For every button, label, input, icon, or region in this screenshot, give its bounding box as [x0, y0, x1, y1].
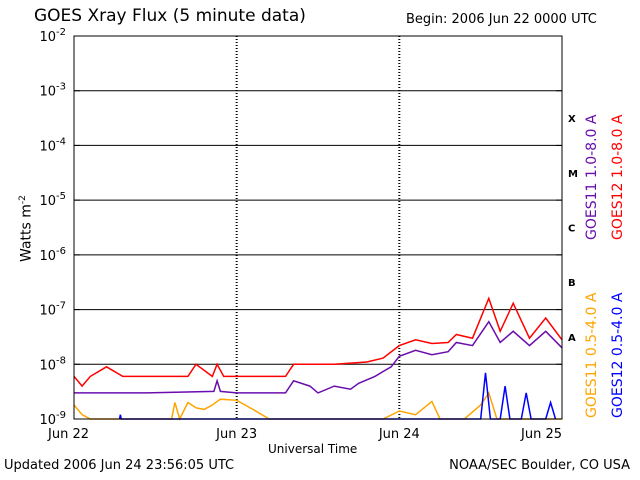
y-tick-label: 10-2	[39, 27, 66, 45]
y-tick-exponent: -5	[56, 191, 66, 202]
y-tick-base: 10	[39, 139, 56, 154]
legend-goes12-short: GOES12 0.5-4.0 A	[610, 293, 626, 418]
y-tick-exponent: -6	[56, 246, 66, 257]
flare-class-label: B	[568, 278, 576, 289]
y-tick-base: 10	[39, 30, 56, 45]
legend-goes12-short-text: GOES12 0.5-4.0 A	[610, 292, 626, 418]
chart-title: GOES Xray Flux (5 minute data)	[34, 6, 306, 26]
y-tick-base: 10	[39, 358, 56, 373]
y-tick-label: 10-3	[39, 82, 66, 100]
y-axis-label-exponent: -2	[18, 195, 28, 205]
y-tick-label: 10-4	[39, 136, 66, 154]
series-line	[73, 391, 562, 422]
flare-class-label: X	[568, 114, 576, 125]
x-tick-label: Jun 22	[47, 427, 89, 442]
x-axis-ticks: Jun 22 Jun 23 Jun 24 Jun 25	[47, 427, 562, 442]
x-tick-label: Jun 23	[215, 427, 257, 442]
updated-timestamp: Updated 2006 Jun 24 23:56:05 UTC	[4, 458, 235, 473]
legend-goes11-short-text: GOES11 0.5-4.0 A	[584, 292, 600, 418]
y-tick-base: 10	[39, 194, 56, 209]
plot-frame	[73, 35, 563, 420]
y-tick-label: 10-6	[39, 246, 66, 264]
y-tick-exponent: -4	[56, 136, 66, 147]
x-tick-label: Jun 25	[520, 427, 562, 442]
legend-goes12-long: GOES12 1.0-8.0 A	[610, 115, 626, 240]
flare-class-labels: A B C M X	[568, 114, 578, 344]
y-tick-label: 10-5	[39, 191, 66, 209]
y-tick-exponent: -7	[56, 301, 66, 312]
x-axis-label: Universal Time	[268, 442, 358, 456]
chart-grid	[74, 36, 562, 419]
flare-class-label: M	[568, 169, 578, 180]
y-tick-exponent: -3	[56, 82, 66, 93]
legend-goes12-long-text: GOES12 1.0-8.0 A	[610, 114, 626, 240]
flare-class-label: C	[568, 224, 575, 235]
y-tick-label: 10-8	[39, 355, 66, 373]
y-axis-label-text: Watts m	[18, 204, 35, 262]
x-tick-label: Jun 24	[378, 427, 420, 442]
chart-series	[73, 296, 563, 422]
series-line	[74, 320, 563, 394]
legend-goes11-short: GOES11 0.5-4.0 A	[584, 293, 600, 418]
y-tick-exponent: -8	[56, 355, 66, 366]
flare-class-label: A	[568, 333, 576, 344]
y-tick-label: 10-7	[39, 301, 66, 319]
y-axis-ticks: 10-910-810-710-610-510-410-310-2	[39, 27, 562, 428]
series-line	[73, 296, 563, 388]
plot-border	[73, 35, 563, 420]
y-tick-label: 10-9	[39, 410, 66, 428]
y-tick-base: 10	[39, 413, 56, 428]
y-tick-exponent: -9	[56, 410, 66, 421]
legend-goes11-long: GOES11 1.0-8.0 A	[584, 115, 600, 240]
credit-label: NOAA/SEC Boulder, CO USA	[449, 458, 630, 473]
legend-goes11-long-text: GOES11 1.0-8.0 A	[584, 114, 600, 240]
begin-label: Begin: 2006 Jun 22 0000 UTC	[406, 12, 597, 27]
y-tick-exponent: -2	[56, 27, 66, 38]
y-tick-base: 10	[39, 85, 56, 100]
y-axis-label: Watts m-2	[18, 195, 35, 262]
y-tick-base: 10	[39, 249, 56, 264]
y-tick-base: 10	[39, 304, 56, 319]
